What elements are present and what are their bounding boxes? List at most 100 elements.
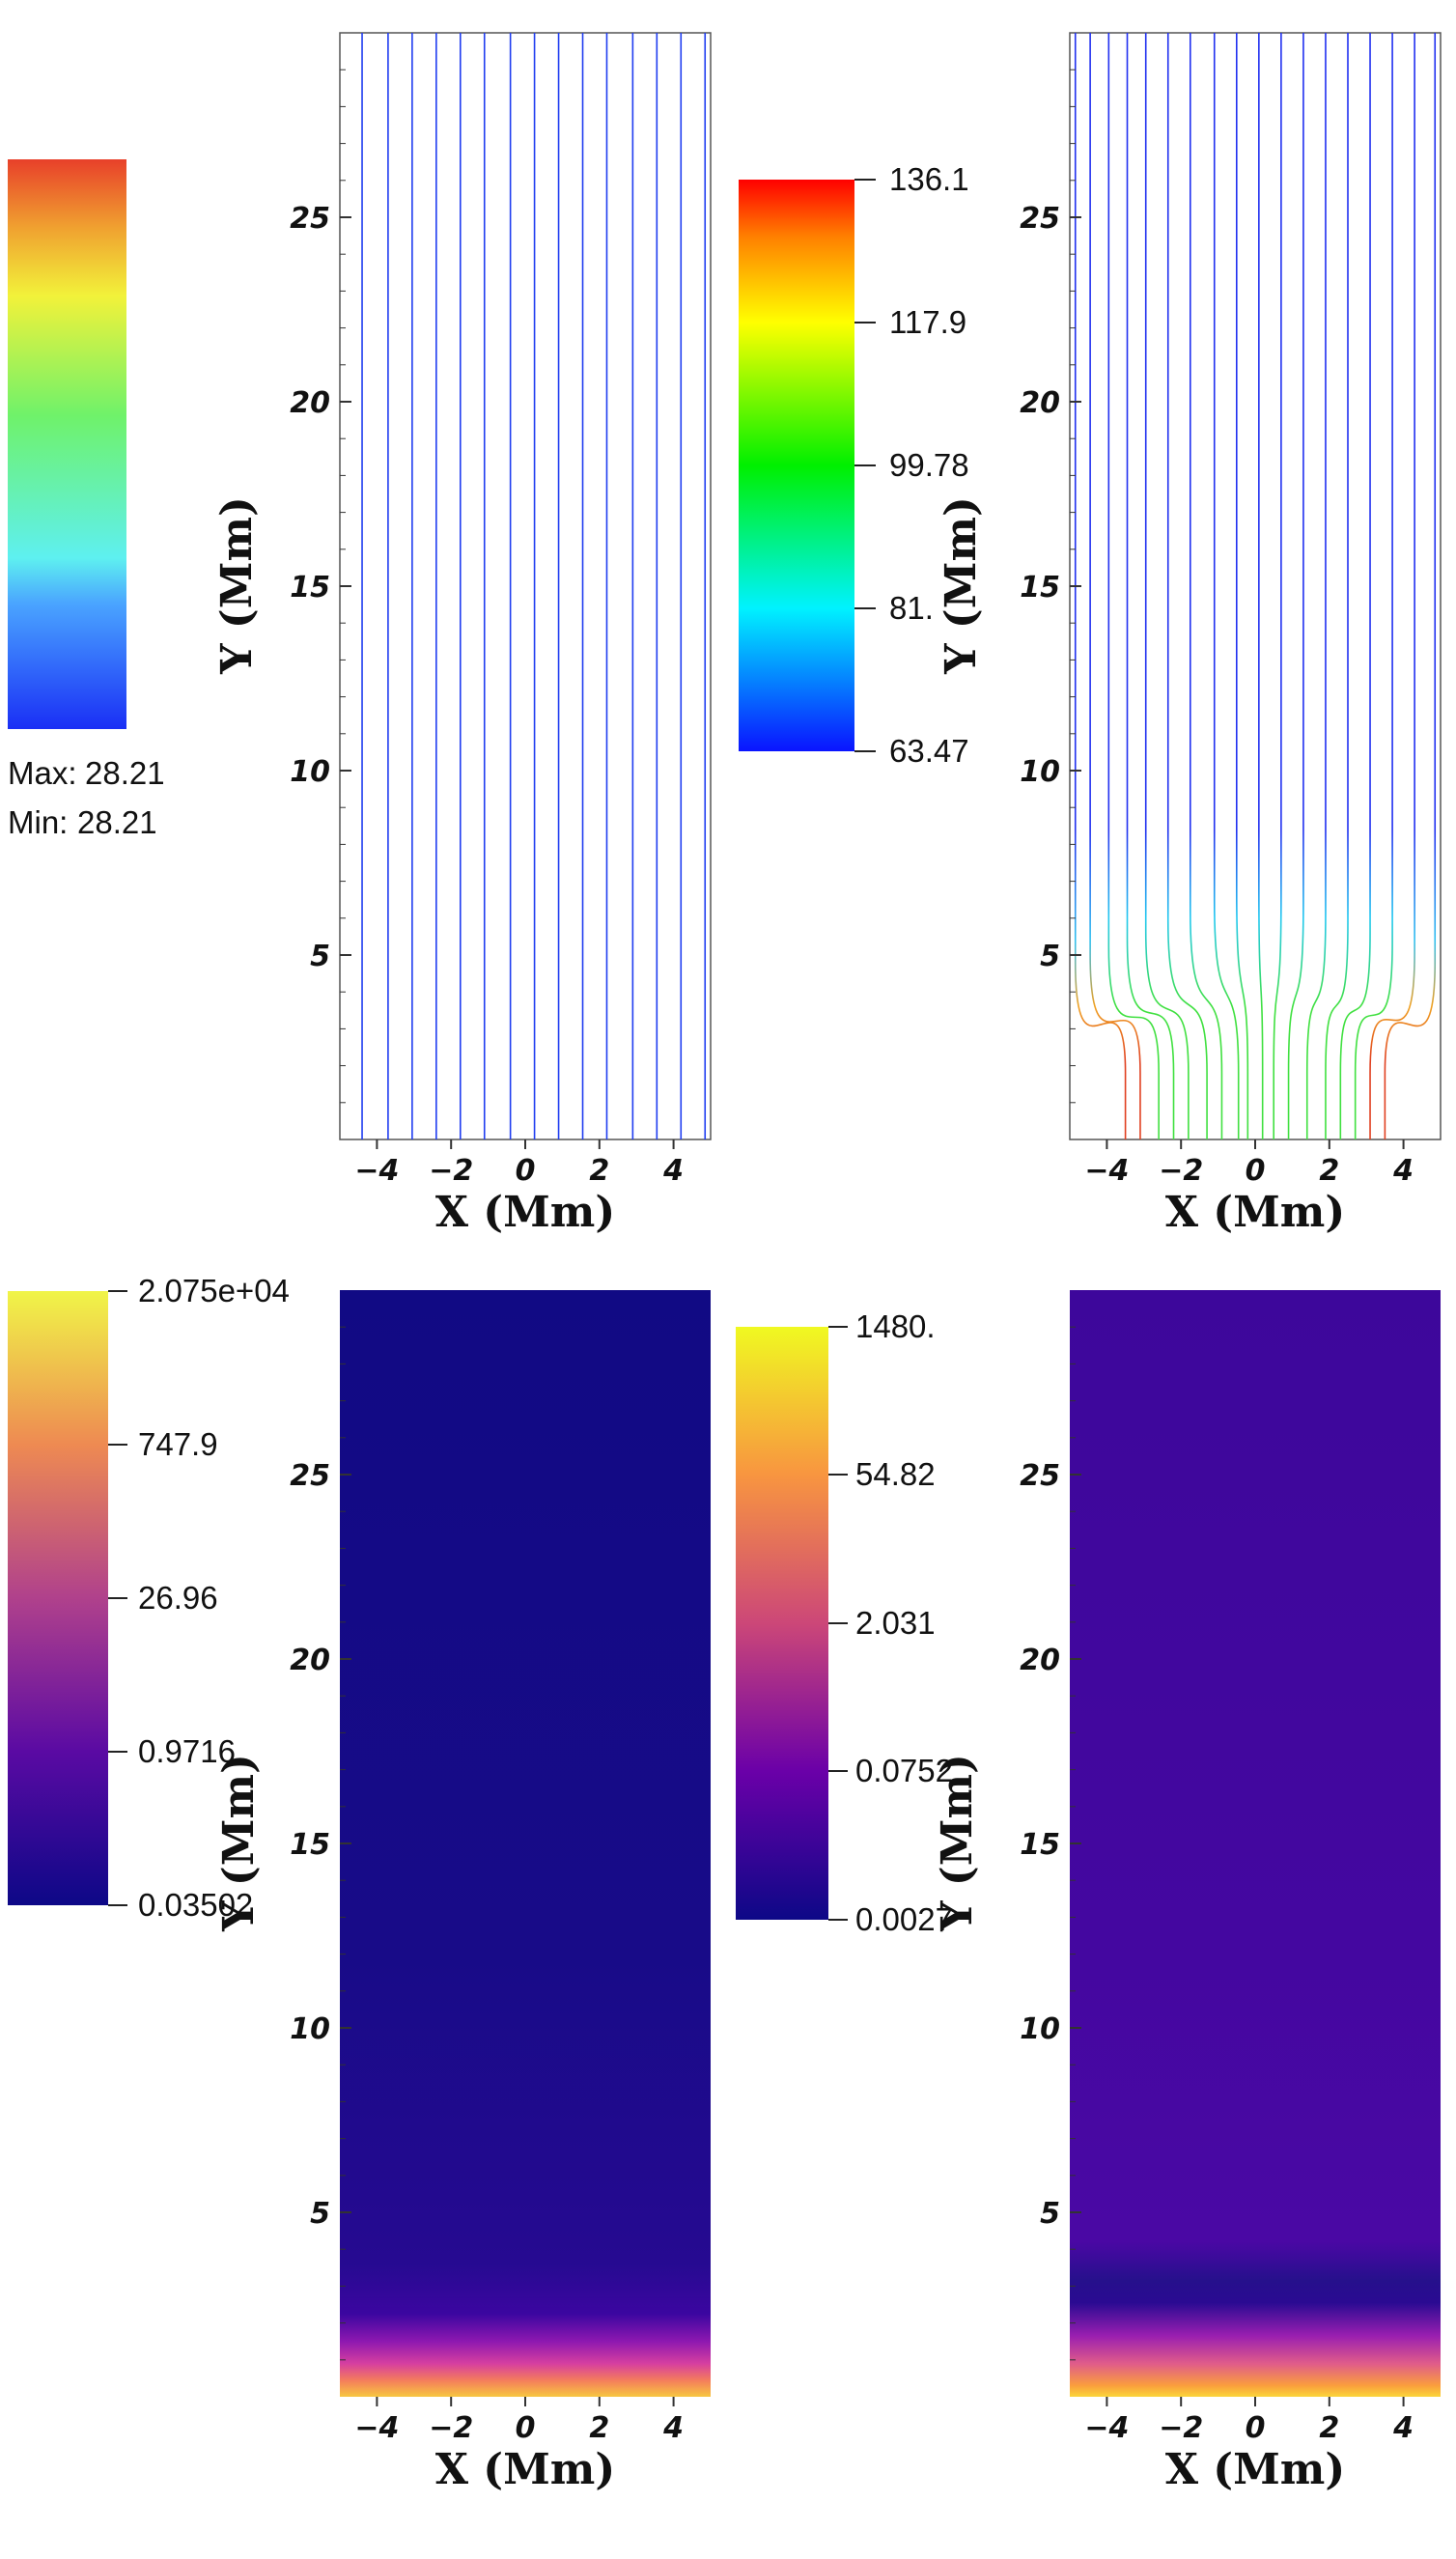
x-axis: −4 −2 0 2 4 <box>1084 1139 1414 1188</box>
x-tick-label: −2 <box>429 2411 473 2445</box>
streamline <box>1166 33 1208 1139</box>
streamline <box>1236 33 1249 1139</box>
colorbar-tick-label: 2.075e+04 <box>138 1273 290 1308</box>
x-tick-label: 4 <box>662 2411 684 2445</box>
x-tick-label: 4 <box>1392 2411 1414 2445</box>
colorbar-tick-label: 136.1 <box>889 161 969 197</box>
x-tick-label: −4 <box>1084 2411 1129 2445</box>
colorbar-min-value: 28.21 <box>77 804 157 840</box>
colorbar-ticks: 136.1 117.9 99.78 81. 63.47 <box>854 161 969 769</box>
panel-bottom-right: 1480. 54.82 2.031 0.0752 0.0027 51015202… <box>736 1290 1441 2494</box>
streamlines <box>361 33 707 1139</box>
streamline <box>1258 33 1264 1139</box>
colorbar <box>8 159 126 729</box>
x-tick-label: 0 <box>1246 2411 1266 2445</box>
y-tick-label: 5 <box>1040 940 1060 973</box>
colorbar-tick-label: 0.03502 <box>138 1887 253 1923</box>
x-tick-label: 2 <box>1319 2411 1339 2445</box>
y-axis-label: Y (Mm) <box>214 1754 264 1932</box>
streamline <box>1287 33 1304 1139</box>
x-tick-label: 4 <box>1392 1154 1414 1188</box>
y-axis: 5 10 15 20 25 <box>290 69 351 1104</box>
y-tick-label: 15 <box>290 571 330 605</box>
y-tick-label: 15 <box>1020 1828 1060 1862</box>
x-axis: −4 −2 0 2 4 <box>354 1139 684 1188</box>
colorbar-ticks: 2.075e+04 747.9 26.96 0.9716 0.03502 <box>108 1273 290 1923</box>
y-tick-label: 10 <box>1020 755 1060 789</box>
colorbar-ticks: 1480. 54.82 2.031 0.0752 0.0027 <box>828 1308 953 1937</box>
streamline <box>1107 33 1160 1139</box>
y-tick-label: 5 <box>310 2197 330 2231</box>
y-axis-label: Y (Mm) <box>937 496 986 675</box>
x-tick-label: 0 <box>1246 1154 1266 1188</box>
colorbar-tick-label: 81. <box>889 590 934 626</box>
y-tick-label: 20 <box>1020 1644 1060 1677</box>
colorbar-tick-label: 54.82 <box>855 1456 936 1492</box>
y-tick-label: 20 <box>290 386 330 420</box>
x-axis-label: X (Mm) <box>435 2445 615 2494</box>
colorbar-tick-label: 1480. <box>855 1308 936 1344</box>
streamline <box>1089 33 1141 1139</box>
y-tick-label: 10 <box>290 755 330 789</box>
heatmap <box>1070 1290 1441 2397</box>
colorbar-tick-label: 99.78 <box>889 447 969 483</box>
x-axis-label: X (Mm) <box>1165 1188 1345 1237</box>
heatmap <box>340 1290 711 2397</box>
streamline <box>1144 33 1190 1139</box>
y-tick-label: 25 <box>1020 1459 1060 1493</box>
streamlines <box>1074 33 1437 1139</box>
streamline <box>1213 33 1240 1139</box>
x-tick-label: −4 <box>354 1154 399 1188</box>
x-tick-label: −2 <box>429 1154 473 1188</box>
y-tick-label: 25 <box>290 202 330 236</box>
x-axis-label: X (Mm) <box>1165 2445 1345 2494</box>
y-tick-label: 20 <box>290 1644 330 1677</box>
x-axis: −4 −2 0 2 4 <box>1084 2397 1414 2445</box>
colorbar <box>739 180 854 751</box>
streamline <box>1126 33 1175 1139</box>
x-tick-label: 4 <box>662 1154 684 1188</box>
panel-bottom-left: 2.075e+04 747.9 26.96 0.9716 0.03502 5 10… <box>8 1273 711 2494</box>
y-axis-label: Y (Mm) <box>212 496 262 675</box>
streamline <box>1369 33 1415 1139</box>
colorbar-tick-label: 2.031 <box>855 1605 936 1641</box>
streamline <box>1384 33 1437 1139</box>
colorbar-tick-label: 63.47 <box>889 733 969 769</box>
x-tick-label: −4 <box>1084 1154 1129 1188</box>
colorbar-max-label: Max: <box>8 755 77 791</box>
x-tick-label: 2 <box>589 1154 609 1188</box>
x-tick-label: 2 <box>589 2411 609 2445</box>
x-tick-label: −2 <box>1159 1154 1203 1188</box>
x-tick-label: −2 <box>1159 2411 1203 2445</box>
x-axis-label: X (Mm) <box>435 1188 615 1237</box>
y-tick-label: 15 <box>290 1828 330 1862</box>
colorbar-tick-label: 0.0027 <box>855 1901 953 1937</box>
y-tick-label: 15 <box>1020 571 1060 605</box>
y-tick-label: 25 <box>1020 202 1060 236</box>
y-tick-label: 5 <box>310 940 330 973</box>
streamline <box>1325 33 1349 1139</box>
colorbar-tick-label: 117.9 <box>889 304 966 340</box>
x-tick-label: 0 <box>516 2411 536 2445</box>
y-tick-label: 10 <box>1020 2012 1060 2046</box>
colorbar <box>736 1327 828 1920</box>
colorbar-tick-label: 747.9 <box>138 1426 218 1462</box>
y-axis: 5 10 15 20 25 <box>1020 69 1081 1104</box>
plot-frame <box>339 32 712 1140</box>
y-axis: 5 10 15 20 25 <box>1020 1326 1081 2361</box>
y-tick-label: 10 <box>290 2012 330 2046</box>
y-axis-label: Y (Mm) <box>933 1754 982 1932</box>
x-axis: −4 −2 0 2 4 <box>354 2397 684 2445</box>
streamline <box>1339 33 1371 1139</box>
x-tick-label: 2 <box>1319 1154 1339 1188</box>
y-tick-label: 20 <box>1020 386 1060 420</box>
streamline <box>1354 33 1393 1139</box>
streamline <box>1305 33 1327 1139</box>
y-tick-label: 25 <box>290 1459 330 1493</box>
streamline <box>1190 33 1223 1139</box>
x-tick-label: −4 <box>354 2411 399 2445</box>
plot-frame <box>1069 32 1442 1140</box>
